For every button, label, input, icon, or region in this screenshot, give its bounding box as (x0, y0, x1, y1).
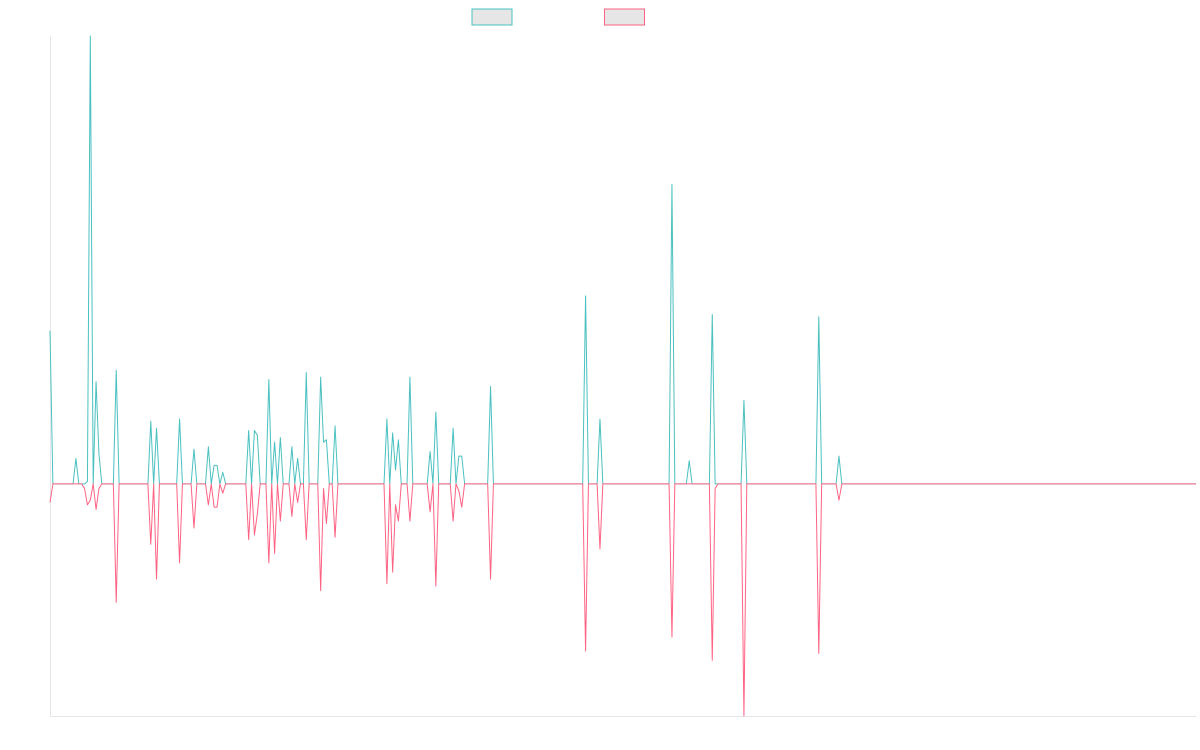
legend (471, 8, 645, 26)
axes (50, 36, 1196, 717)
legend-swatch-series-2[interactable] (604, 8, 645, 26)
series-layer (49, 35, 1196, 717)
series-2-line[interactable] (49, 483, 1196, 717)
series-1-line[interactable] (49, 35, 1196, 485)
legend-swatch-series-1[interactable] (471, 8, 513, 26)
